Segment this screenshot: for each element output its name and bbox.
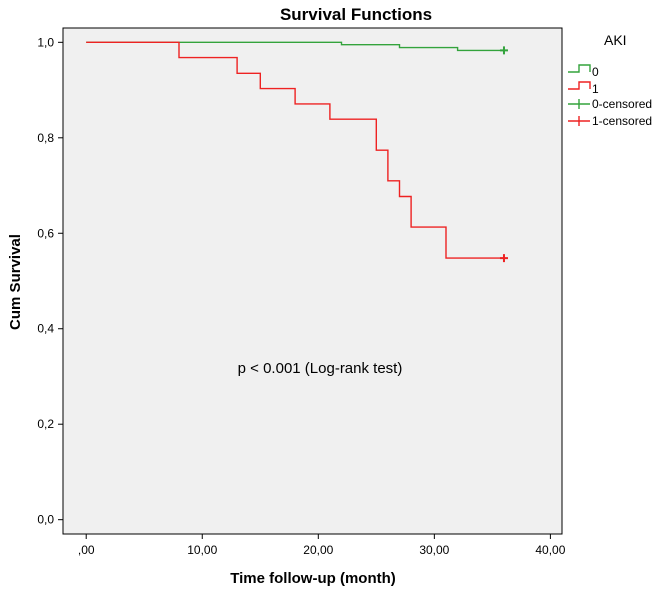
y-tick-label: 1,0 bbox=[37, 35, 54, 49]
legend-swatch-step bbox=[568, 64, 591, 73]
chart-title: Survival Functions bbox=[280, 5, 432, 24]
y-tick-label: 0,6 bbox=[37, 226, 54, 240]
y-tick-label: 0,8 bbox=[37, 131, 54, 145]
x-tick-label: 40,00 bbox=[535, 543, 565, 557]
x-tick-label: 10,00 bbox=[187, 543, 217, 557]
x-tick-label: 20,00 bbox=[303, 543, 333, 557]
y-axis: 0,0 0,2 0,4 0,6 0,8 1,0 bbox=[37, 35, 63, 527]
y-tick-label: 0,2 bbox=[37, 417, 54, 431]
x-axis-label: Time follow-up (month) bbox=[230, 570, 396, 587]
log-rank-annotation: p < 0.001 (Log-rank test) bbox=[238, 360, 403, 377]
x-tick-label: ,00 bbox=[78, 543, 95, 557]
legend: AKI 0 10-censored 1-censored bbox=[568, 32, 652, 128]
legend-swatch-step bbox=[568, 81, 591, 90]
legend-entry-label: 1 bbox=[592, 82, 599, 96]
y-axis-label: Cum Survival bbox=[7, 234, 24, 330]
y-tick-label: 0,0 bbox=[37, 513, 54, 527]
x-axis: ,00 10,00 20,00 30,00 40,00 bbox=[78, 534, 566, 557]
plot-area bbox=[62, 27, 563, 535]
legend-entry-label: 1-censored bbox=[592, 114, 652, 128]
survival-curve-1 bbox=[86, 41, 504, 259]
legend-entry-label: 0-censored bbox=[592, 97, 652, 111]
censor-mark-1 bbox=[499, 254, 508, 263]
series-layer bbox=[86, 41, 508, 263]
y-tick-label: 0,4 bbox=[37, 322, 54, 336]
censor-mark-0 bbox=[499, 46, 508, 55]
legend-entry-label: 0 bbox=[592, 65, 599, 79]
x-tick-label: 30,00 bbox=[419, 543, 449, 557]
legend-title: AKI bbox=[604, 32, 627, 48]
survival-curve-0 bbox=[86, 41, 504, 52]
